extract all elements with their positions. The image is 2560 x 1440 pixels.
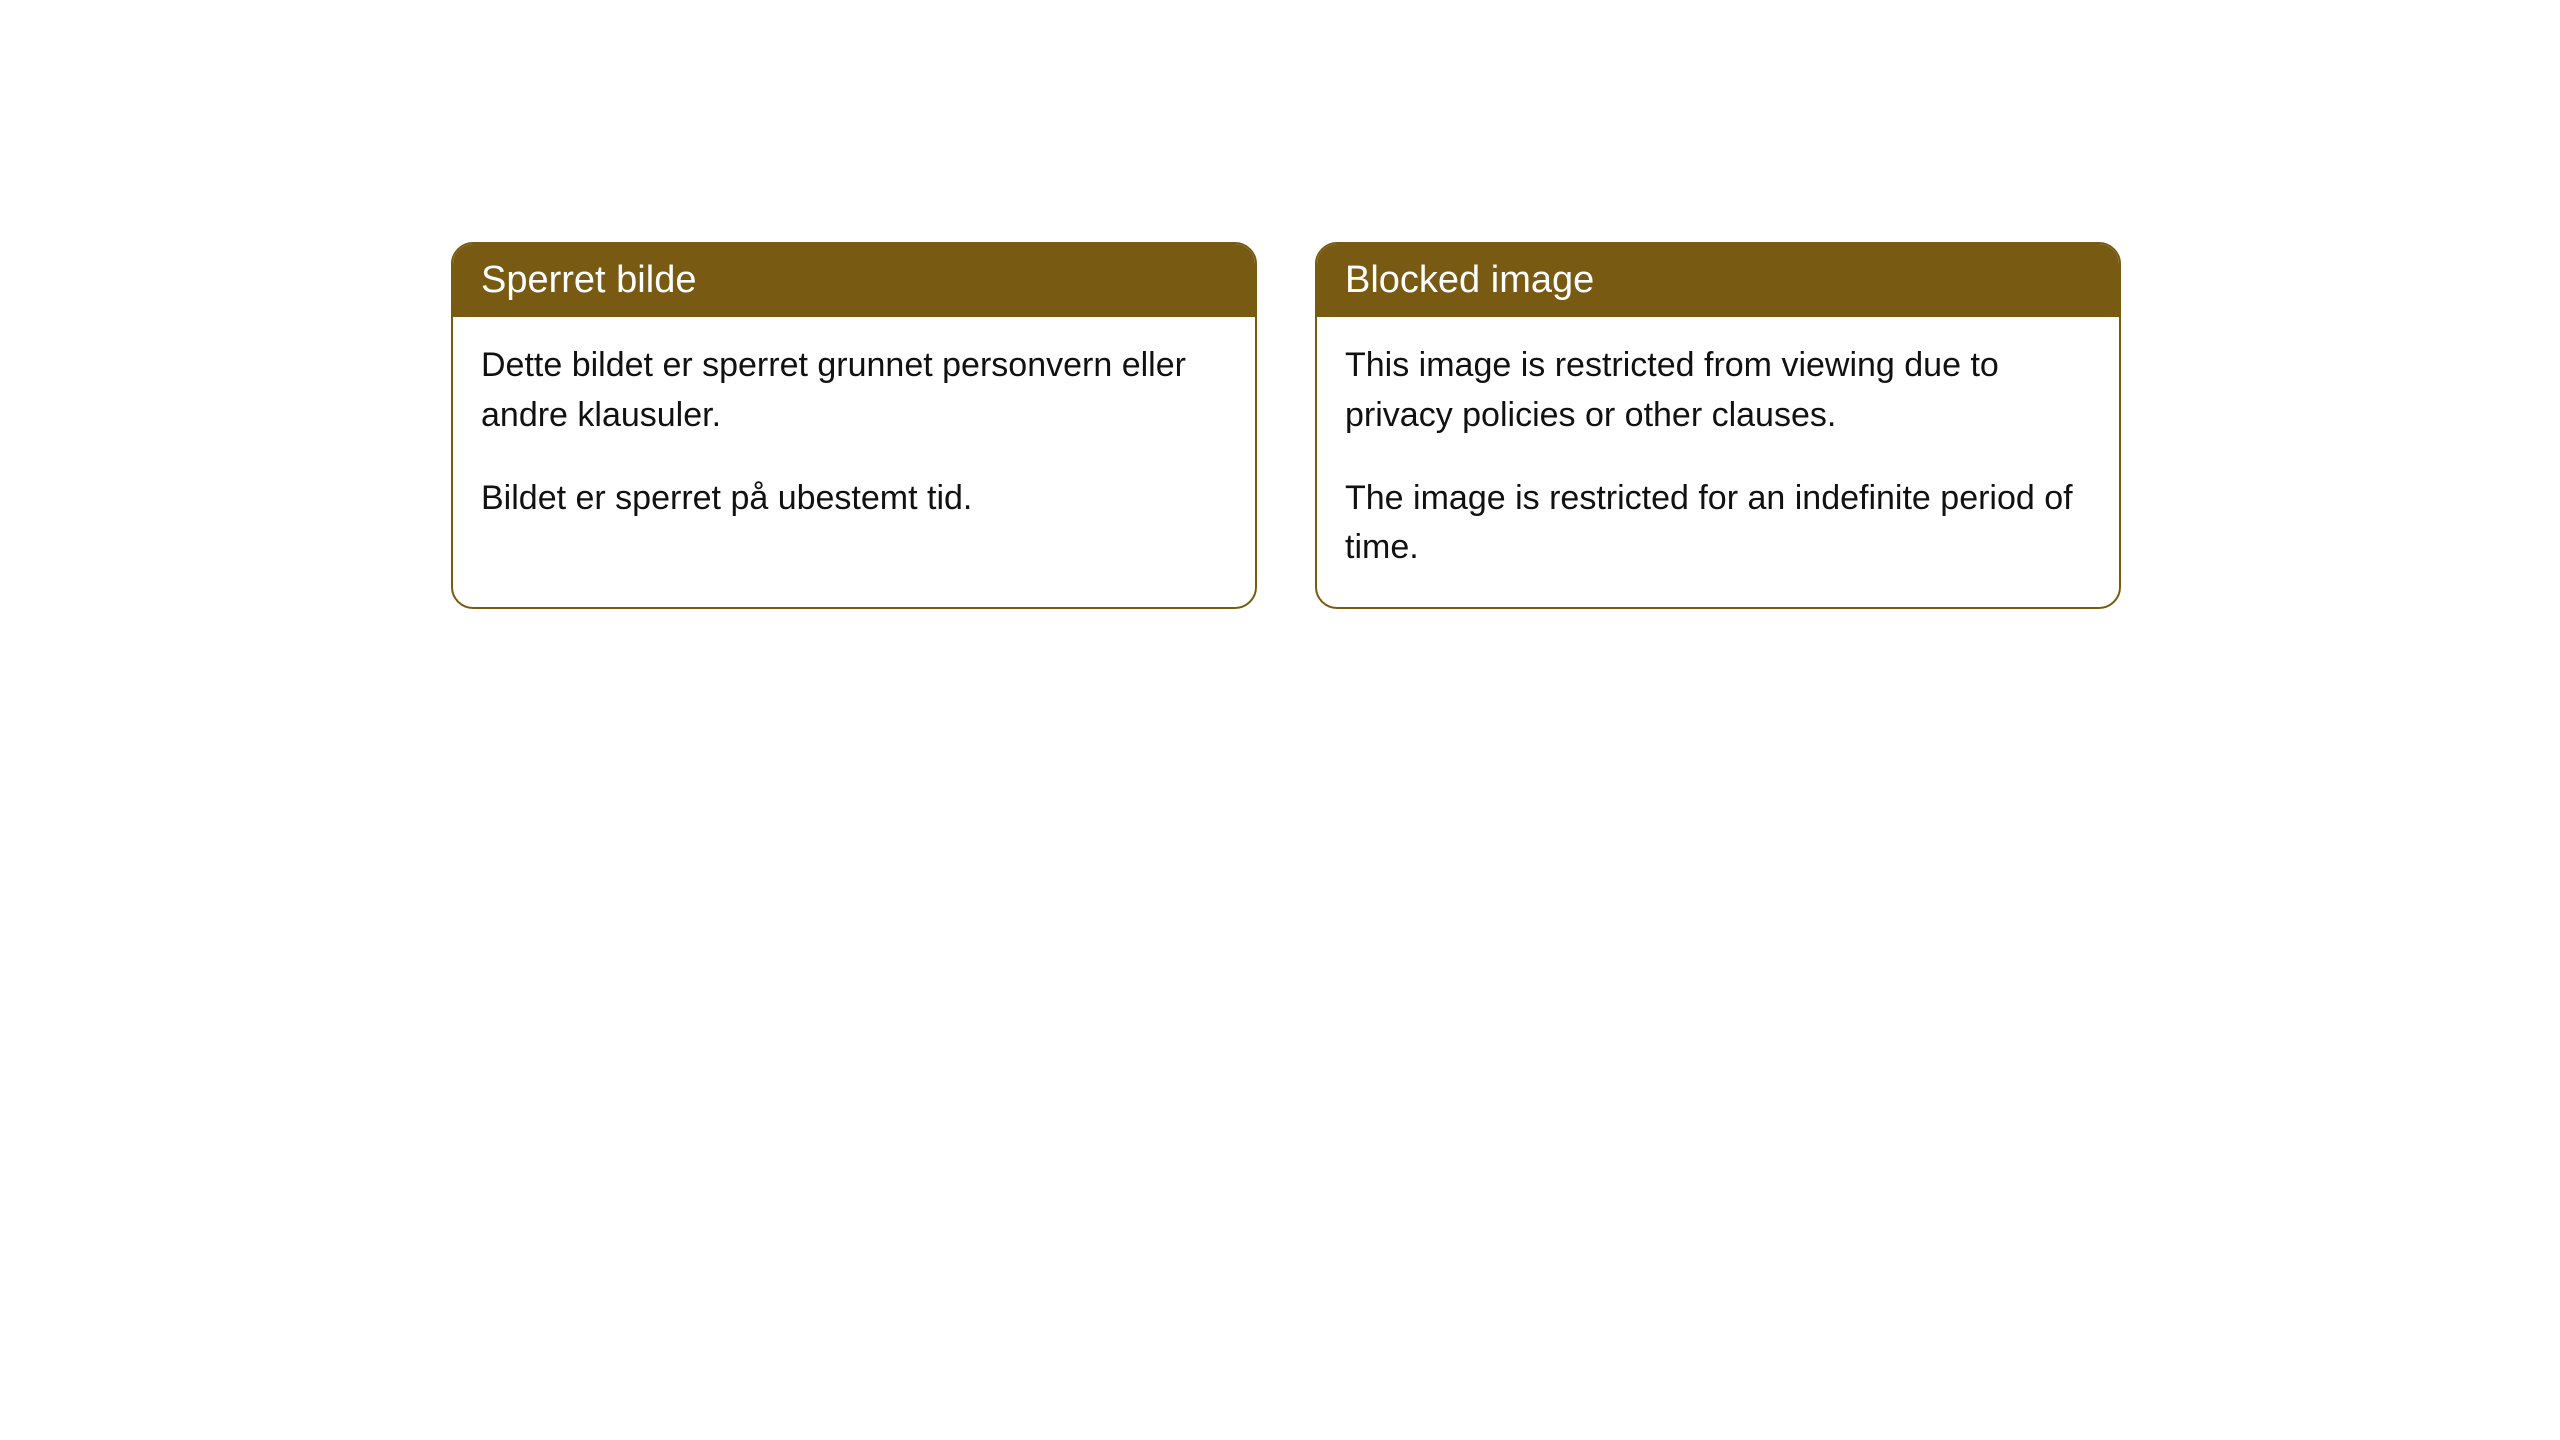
card-body: Dette bildet er sperret grunnet personve…	[453, 317, 1255, 557]
card-paragraph: This image is restricted from viewing du…	[1345, 341, 2091, 440]
notice-cards-container: Sperret bilde Dette bildet er sperret gr…	[451, 242, 2121, 609]
card-header: Sperret bilde	[453, 244, 1255, 317]
blocked-image-card-norwegian: Sperret bilde Dette bildet er sperret gr…	[451, 242, 1257, 609]
card-paragraph: Dette bildet er sperret grunnet personve…	[481, 341, 1227, 440]
card-body: This image is restricted from viewing du…	[1317, 317, 2119, 606]
card-header: Blocked image	[1317, 244, 2119, 317]
blocked-image-card-english: Blocked image This image is restricted f…	[1315, 242, 2121, 609]
card-paragraph: Bildet er sperret på ubestemt tid.	[481, 474, 1227, 523]
card-paragraph: The image is restricted for an indefinit…	[1345, 474, 2091, 573]
